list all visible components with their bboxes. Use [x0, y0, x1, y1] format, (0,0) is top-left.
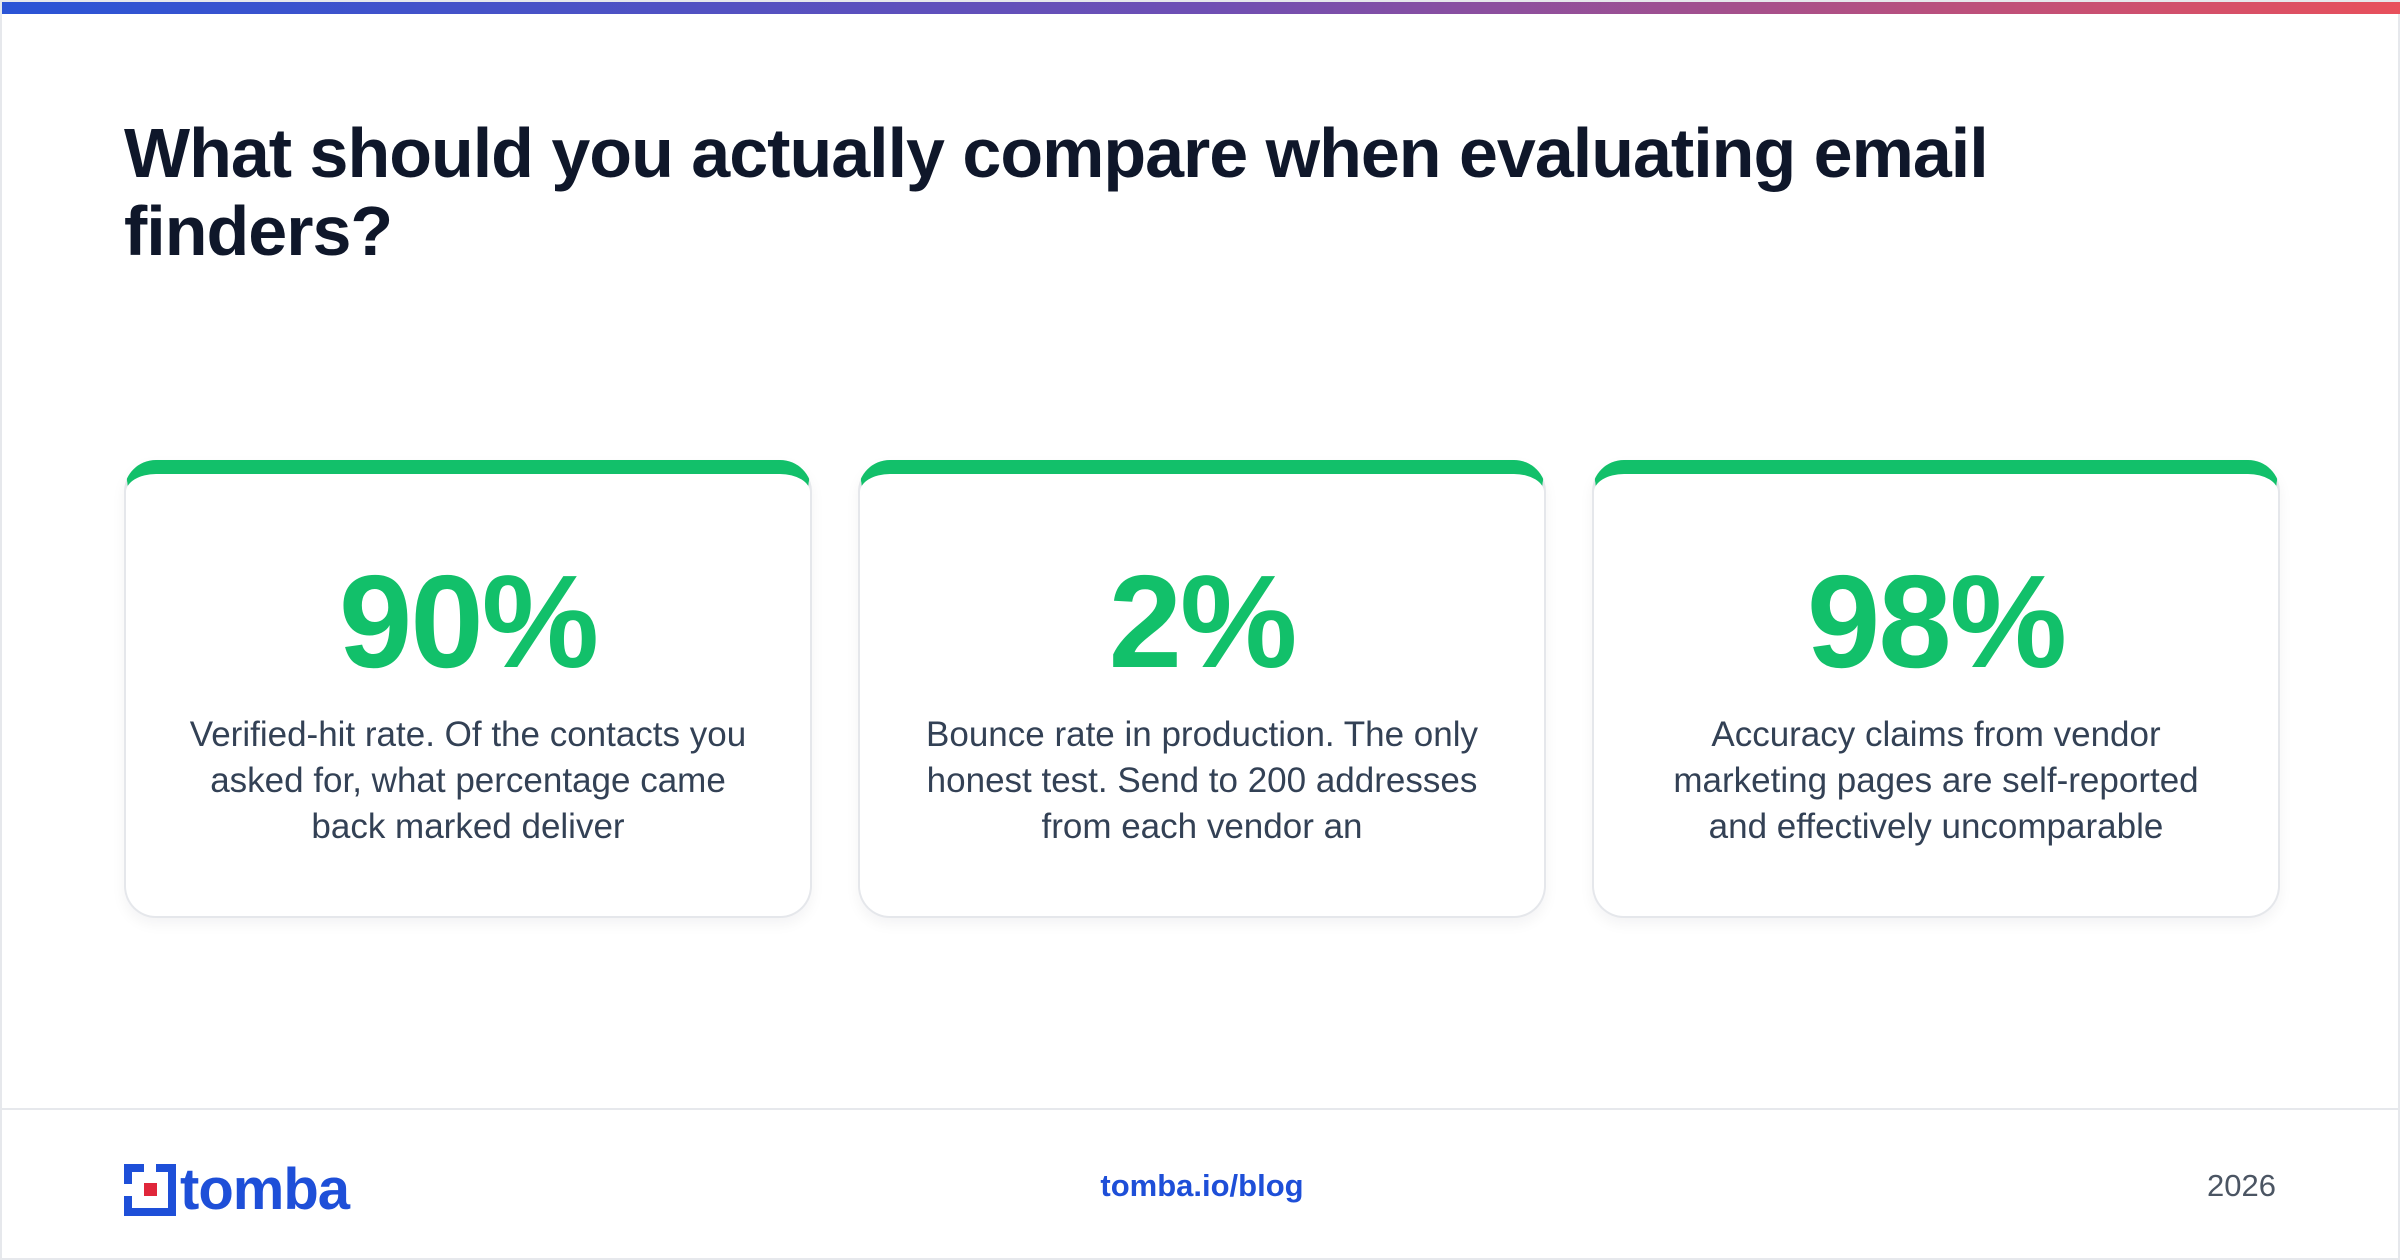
tomba-logo-icon [124, 1164, 176, 1216]
footer-divider [2, 1108, 2400, 1110]
stat-card-bounce-rate: 2% Bounce rate in production. The only h… [858, 460, 1546, 918]
footer-year: 2026 [2207, 1168, 2276, 1203]
stat-card-accuracy-claims: 98% Accuracy claims from vendor marketin… [1592, 460, 2280, 918]
gradient-top-bar [2, 2, 2400, 14]
stat-description: Bounce rate in production. The only hone… [926, 715, 1478, 846]
blog-link[interactable]: tomba.io/blog [1100, 1168, 1304, 1203]
tomba-logo: tomba [124, 1157, 350, 1222]
stat-cards: 90% Verified-hit rate. Of the contacts y… [124, 460, 2280, 918]
stat-card-verified-hit-rate: 90% Verified-hit rate. Of the contacts y… [124, 460, 812, 918]
stat-value: 2% [1108, 548, 1298, 695]
stat-value: 90% [338, 548, 599, 695]
stat-value: 98% [1806, 548, 2067, 695]
logo-wordmark: tomba [180, 1157, 350, 1222]
stat-description: Verified-hit rate. Of the contacts you a… [189, 715, 747, 846]
page-title: What should you actually compare when ev… [124, 114, 1989, 270]
stat-description: Accuracy claims from vendor marketing pa… [1673, 715, 2199, 846]
